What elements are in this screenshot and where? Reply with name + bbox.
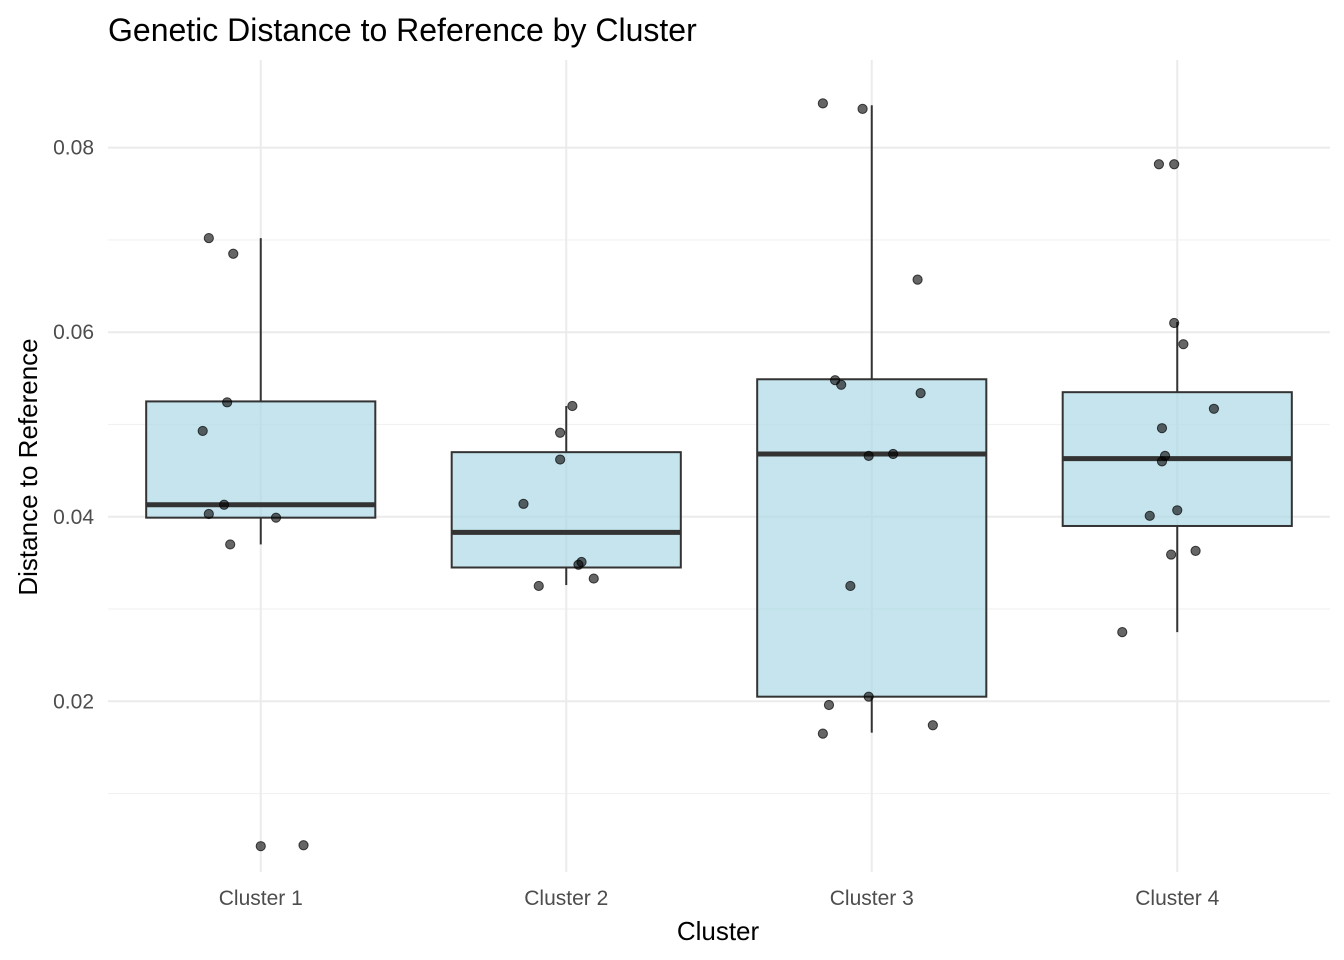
data-point bbox=[197, 425, 208, 437]
data-point bbox=[927, 720, 938, 731]
box-iqr bbox=[756, 378, 988, 698]
box-iqr bbox=[450, 451, 682, 569]
y-tick-label: 0.04 bbox=[53, 506, 94, 529]
data-point bbox=[270, 512, 282, 523]
data-point bbox=[1172, 505, 1183, 516]
data-point bbox=[1117, 626, 1128, 638]
data-point bbox=[203, 508, 214, 520]
boxplots bbox=[145, 105, 1293, 733]
data-point bbox=[817, 728, 828, 739]
data-point bbox=[298, 840, 309, 851]
x-tick-label: Cluster 2 bbox=[524, 887, 608, 910]
data-point bbox=[555, 427, 566, 438]
data-point bbox=[1156, 423, 1168, 434]
data-point bbox=[836, 379, 847, 390]
tick-labels: 0.02 0.04 0.06 0.08 Cluster 1 Cluster 2 Cluste… bbox=[53, 137, 1219, 910]
box-iqr bbox=[145, 400, 377, 519]
x-tick-label: Cluster 3 bbox=[830, 887, 914, 910]
data-point bbox=[915, 388, 926, 399]
x-tick-label: Cluster 4 bbox=[1135, 887, 1219, 910]
data-point bbox=[1178, 339, 1189, 350]
data-point bbox=[857, 103, 868, 115]
data-point bbox=[203, 232, 214, 244]
data-point bbox=[555, 454, 566, 465]
data-point bbox=[218, 499, 230, 510]
data-point bbox=[863, 691, 874, 702]
y-tick-label: 0.08 bbox=[53, 137, 94, 160]
data-point bbox=[912, 274, 923, 285]
data-point bbox=[225, 539, 236, 550]
data-point bbox=[1208, 403, 1220, 414]
data-point bbox=[518, 498, 529, 509]
data-point bbox=[222, 397, 233, 408]
data-point bbox=[863, 450, 874, 461]
y-tick-label: 0.06 bbox=[53, 321, 94, 344]
data-points bbox=[197, 98, 1220, 852]
data-point bbox=[573, 559, 584, 570]
y-tick-label: 0.02 bbox=[53, 690, 94, 713]
data-point bbox=[588, 573, 599, 584]
data-point bbox=[1144, 510, 1155, 521]
data-point bbox=[533, 580, 544, 592]
data-point bbox=[1169, 317, 1180, 329]
chart-title: Genetic Distance to Reference by Cluster bbox=[108, 12, 697, 48]
data-point bbox=[1190, 545, 1201, 556]
data-point bbox=[1169, 159, 1180, 170]
data-point bbox=[888, 448, 899, 460]
data-point bbox=[228, 248, 239, 259]
data-point bbox=[255, 841, 266, 852]
data-point bbox=[817, 98, 828, 109]
data-point bbox=[1153, 159, 1165, 170]
data-point bbox=[1166, 549, 1177, 560]
data-point bbox=[1156, 456, 1168, 467]
data-point bbox=[823, 699, 835, 711]
data-point bbox=[845, 580, 856, 592]
x-axis-title: Cluster bbox=[677, 916, 760, 946]
x-tick-label: Cluster 1 bbox=[219, 887, 303, 910]
data-point bbox=[567, 400, 578, 412]
y-axis-title: Distance to Reference bbox=[13, 338, 43, 595]
